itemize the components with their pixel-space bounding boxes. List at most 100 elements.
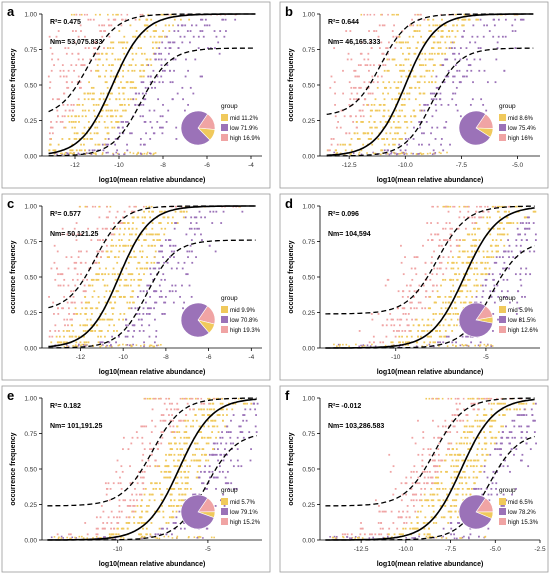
scatter-point [150,482,153,485]
scatter-point [201,482,203,485]
scatter-point [62,103,65,106]
scatter-point [116,210,119,213]
scatter-point [457,313,459,315]
scatter-point [75,30,77,32]
scatter-point [472,81,474,84]
scatter-point [402,64,405,67]
scatter-point [255,431,258,433]
legend-swatch-high [221,518,228,525]
scatter-point [95,121,97,123]
scatter-point [448,222,451,224]
scatter-point [402,510,404,513]
scatter-point [201,436,203,439]
scatter-point [432,522,435,524]
scatter-point [334,92,336,95]
scatter-point [444,307,447,310]
scatter-point [472,227,475,230]
scatter-point [149,152,151,155]
scatter-point [158,233,160,236]
scatter-point [71,81,73,84]
scatter-point [464,205,467,208]
scatter-point [372,81,375,84]
scatter-point [473,216,476,219]
y-tick-label: 1.00 [24,12,37,19]
scatter-point [412,152,414,155]
scatter-point [121,222,124,224]
scatter-point [444,278,447,281]
scatter-point [334,537,337,540]
scatter-point [413,126,415,129]
scatter-point [94,261,97,264]
scatter-point [456,493,459,496]
scatter-point [493,284,496,287]
scatter-point [48,35,51,38]
scatter-point [149,533,152,536]
scatter-point [488,273,491,276]
scatter-point [499,448,502,451]
pie-slice-low [180,110,211,146]
scatter-point [172,505,175,507]
scatter-point [501,205,503,208]
scatter-point [64,126,67,129]
scatter-point [437,341,439,344]
scatter-point [482,397,484,400]
scatter-point [370,103,373,106]
scatter-point [242,402,245,405]
scatter-point [160,397,162,400]
scatter-point [463,216,466,219]
scatter-point [137,278,140,281]
scatter-point [343,115,346,118]
scatter-point [469,103,472,106]
scatter-point [236,436,239,439]
scatter-point [128,301,131,304]
scatter-point [409,527,412,530]
scatter-point [417,330,420,332]
scatter-point [499,222,501,224]
scatter-point [460,301,462,304]
scatter-point [349,30,352,32]
scatter-point [528,216,530,219]
scatter-point [194,493,196,496]
scatter-point [367,86,370,89]
scatter-point [486,81,489,84]
scatter-point [101,273,104,276]
scatter-point [520,284,523,287]
scatter-point [469,397,471,400]
scatter-point [72,278,74,281]
scatter-point [438,151,441,154]
scatter-point [48,149,51,152]
scatter-point [444,330,447,332]
scatter-point [105,81,108,84]
scatter-point [111,239,113,241]
scatter-point [366,103,368,106]
scatter-point [147,284,150,287]
scatter-point [170,453,173,456]
scatter-point [102,344,104,346]
scatter-point [356,138,359,140]
scatter-point [428,295,431,298]
scatter-point [429,278,432,281]
scatter-point [458,522,461,524]
scatter-point [195,419,198,422]
scatter-point [356,536,359,539]
scatter-point [493,442,496,445]
scatter-point [514,273,517,276]
scatter-point [510,448,513,451]
scatter-point [136,482,139,485]
scatter-point [133,522,136,524]
scatter-point [63,335,65,338]
scatter-point [154,482,157,485]
scatter-point [362,344,365,346]
scatter-point [195,216,198,219]
scatter-point [136,267,138,270]
scatter-point [386,149,389,152]
scatter-point [165,35,168,38]
scatter-point [463,425,466,428]
scatter-point [392,465,395,468]
scatter-point [187,419,189,422]
scatter-point [446,493,448,496]
scatter-points [326,13,525,156]
scatter-point [74,267,77,270]
scatter-point [455,13,457,16]
scatter-point [152,397,154,400]
